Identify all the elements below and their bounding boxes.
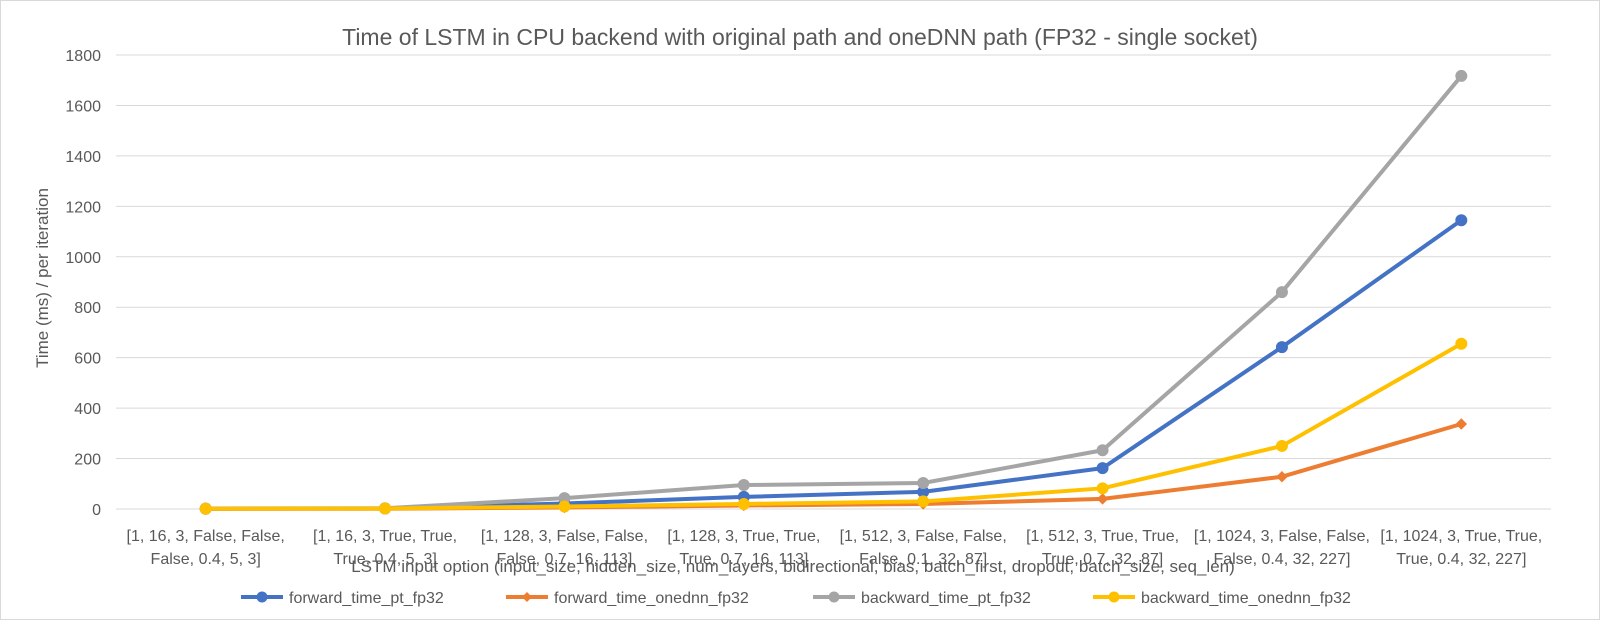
legend-marker (522, 592, 532, 602)
legend-label: forward_time_pt_fp32 (289, 590, 444, 607)
data-point (1276, 471, 1288, 483)
x-tick-label: True, 0.7, 32, 87] (1042, 551, 1163, 568)
x-axis-tick-labels: [1, 16, 3, False, False, False, 0.4, 5, 3… (127, 528, 1543, 568)
y-axis-label: Time (ms) / per iteration (33, 188, 52, 368)
data-point (1096, 493, 1109, 505)
x-tick-label: False, 0.1, 32, 87] (859, 551, 987, 568)
y-tick-label: 600 (74, 351, 101, 368)
data-point (199, 502, 212, 515)
x-tick-label: [1, 16, 3, False, False, (127, 528, 285, 545)
data-point (379, 502, 392, 515)
x-tick-label: [1, 1024, 3, False, False, (1194, 528, 1370, 545)
data-series (199, 69, 1468, 515)
x-tick-label: [1, 128, 3, True, True, (667, 528, 820, 545)
chart-title: Time of LSTM in CPU backend with origina… (342, 24, 1258, 50)
legend-label: backward_time_onednn_fp32 (1141, 590, 1351, 607)
legend-marker (256, 591, 268, 603)
series-backward_time_onednn_fp32 (199, 337, 1468, 515)
x-tick-label: [1, 16, 3, True, True, (313, 528, 457, 545)
data-point (1455, 337, 1468, 350)
data-point (1455, 69, 1468, 82)
y-tick-label: 1200 (65, 199, 101, 216)
legend-entry: forward_time_pt_fp32 (241, 590, 444, 607)
gridlines (116, 54, 1551, 510)
data-point (917, 495, 930, 508)
x-tick-label: False, 0.4, 5, 3] (151, 551, 261, 568)
y-tick-label: 400 (74, 401, 101, 418)
legend-entry: forward_time_onednn_fp32 (506, 590, 749, 607)
data-point (1455, 418, 1468, 430)
y-tick-label: 1600 (65, 98, 101, 115)
data-point (1096, 462, 1109, 475)
legend-entry: backward_time_pt_fp32 (813, 590, 1031, 607)
series-line (203, 218, 1464, 511)
x-tick-label: [1, 1024, 3, True, True, (1380, 528, 1542, 545)
y-axis-tick-labels: 0 200 400 600 800 1000 1200 1400 1600 1800 (65, 48, 101, 519)
x-tick-label: [1, 512, 3, True, True, (1026, 528, 1179, 545)
data-point (1275, 286, 1288, 299)
x-tick-label: True, 0.4, 32, 227] (1396, 551, 1526, 568)
series-forward_time_pt_fp32 (199, 214, 1468, 515)
y-tick-label: 800 (74, 300, 101, 317)
legend: forward_time_pt_fp32 forward_time_onednn_… (241, 590, 1351, 607)
series-forward_time_onednn_fp32 (199, 418, 1468, 515)
data-point (1275, 341, 1288, 354)
data-point (1096, 444, 1109, 457)
legend-marker (1108, 591, 1120, 603)
legend-label: backward_time_pt_fp32 (861, 590, 1031, 607)
y-tick-label: 1800 (65, 48, 101, 65)
x-tick-label: False, 0.7, 16, 113] (497, 551, 633, 568)
y-tick-label: 1400 (65, 149, 101, 166)
legend-marker (828, 591, 840, 603)
data-point (558, 500, 571, 513)
y-tick-label: 1000 (65, 250, 101, 267)
data-point (917, 477, 930, 490)
y-tick-label: 200 (74, 452, 101, 469)
data-point (1096, 482, 1109, 495)
x-tick-label: True, 0.4, 5, 3] (333, 551, 436, 568)
x-tick-label: [1, 512, 3, False, False, (840, 528, 1007, 545)
y-tick-label: 0 (92, 502, 101, 519)
data-point (737, 497, 750, 510)
x-tick-label: False, 0.4, 32, 227] (1213, 551, 1350, 568)
data-point (1455, 214, 1468, 227)
x-tick-label: True, 0.7, 16, 113] (679, 551, 808, 568)
data-point (737, 479, 750, 492)
legend-label: forward_time_onednn_fp32 (554, 590, 749, 607)
series-line (203, 73, 1464, 511)
data-point (1275, 439, 1288, 452)
x-tick-label: [1, 128, 3, False, False, (481, 528, 648, 545)
legend-entry: backward_time_onednn_fp32 (1093, 590, 1351, 607)
x-axis-label: LSTM input option (input_size, hidden_si… (351, 557, 1235, 576)
series-line (203, 341, 1464, 511)
